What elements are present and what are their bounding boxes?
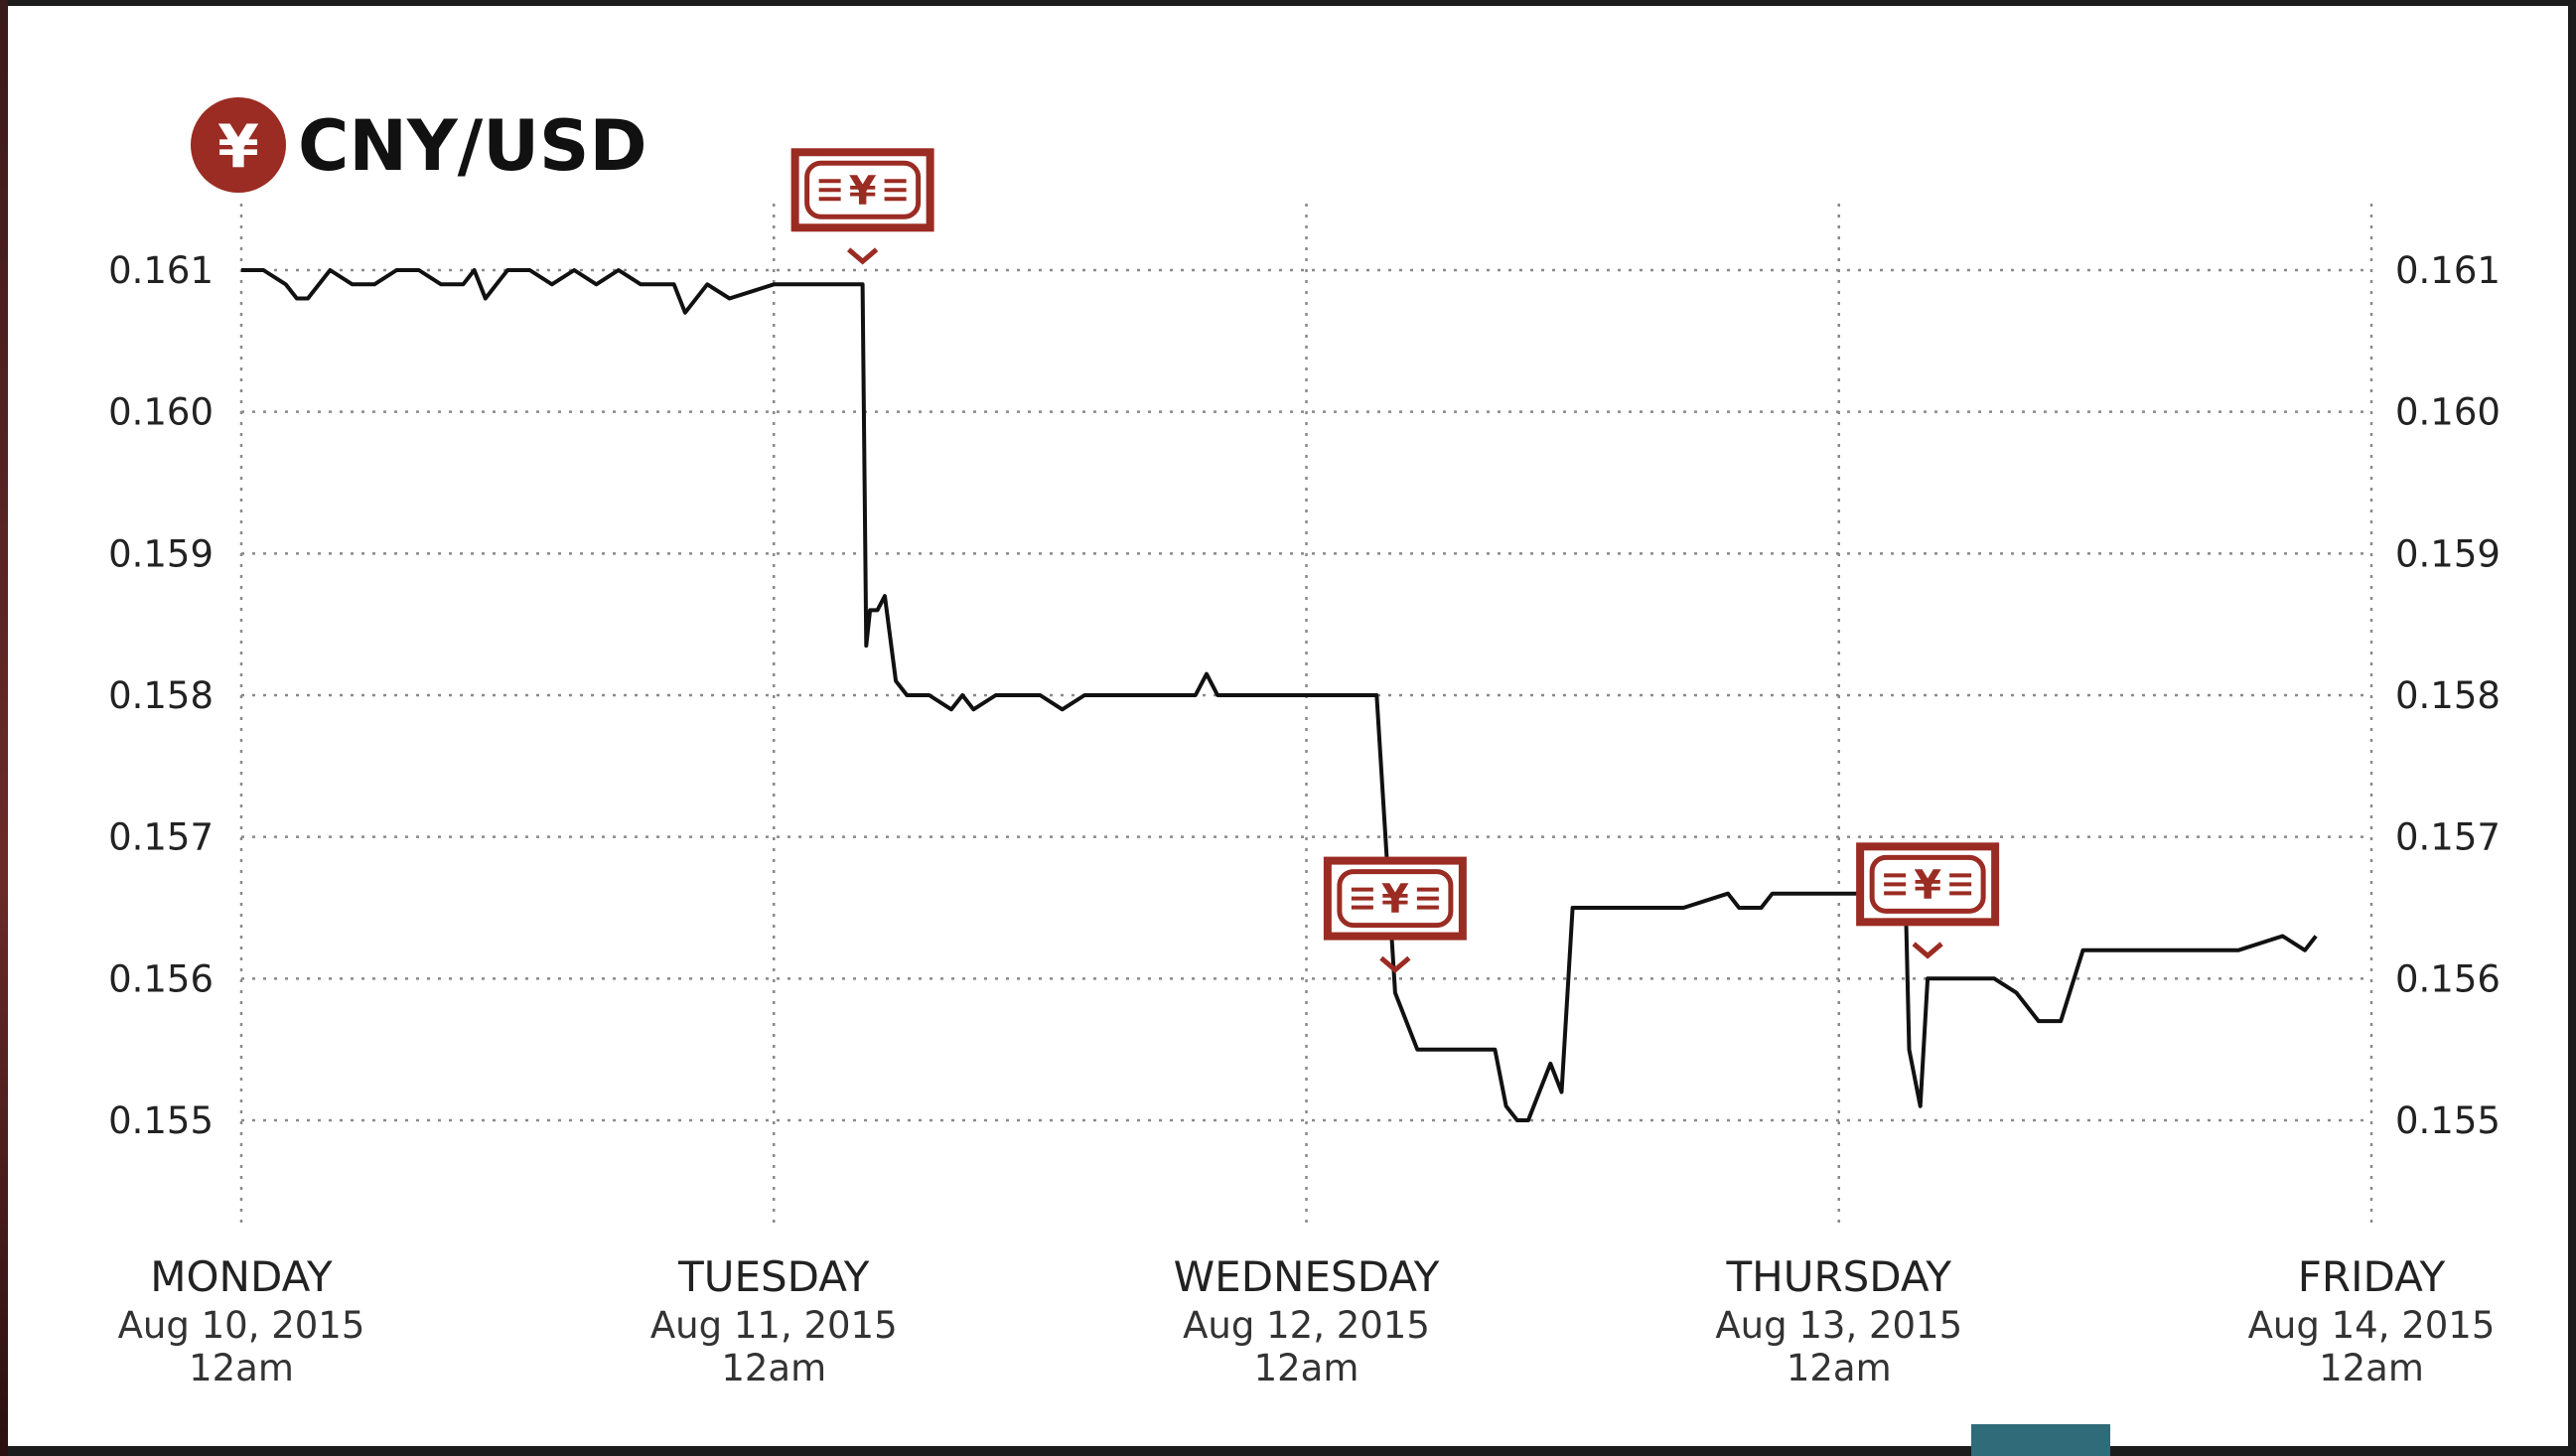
- y-tick-label-left: 0.159: [108, 532, 214, 575]
- y-tick-label-left: 0.158: [108, 674, 214, 717]
- y-tick-label-right: 0.156: [2395, 957, 2501, 1000]
- banknote-icon: [1324, 857, 1467, 970]
- x-tick-day-label: FRIDAY: [2298, 1252, 2446, 1301]
- y-tick-label-left: 0.161: [108, 249, 214, 292]
- x-tick-date-label: Aug 11, 2015: [650, 1304, 898, 1347]
- x-tick-time-label: 12am: [2319, 1347, 2424, 1389]
- y-tick-label-right: 0.155: [2395, 1099, 2501, 1142]
- y-tick-label-left: 0.157: [108, 816, 214, 859]
- y-tick-label-left: 0.160: [108, 391, 214, 434]
- y-tick-label-left: 0.156: [108, 957, 214, 1000]
- y-tick-label-right: 0.160: [2395, 391, 2501, 434]
- yen-icon: ¥: [191, 97, 286, 193]
- banknote-icon: [791, 148, 934, 261]
- x-tick-day-label: THURSDAY: [1725, 1252, 1951, 1301]
- y-axis-right: 0.161 0.160 0.159 0.158 0.157 0.156 0.155: [2395, 249, 2501, 1142]
- y-tick-label-right: 0.157: [2395, 816, 2501, 859]
- y-axis-left: 0.161 0.160 0.159 0.158 0.157 0.156 0.155: [108, 249, 214, 1142]
- x-tick-time-label: 12am: [1787, 1347, 1892, 1389]
- left-edge-strip: [0, 0, 8, 1456]
- series-group: [241, 268, 2318, 1122]
- svg-text:¥: ¥: [217, 112, 259, 182]
- x-tick-day-label: MONDAY: [150, 1252, 333, 1301]
- x-gridlines: [239, 204, 2373, 1227]
- y-tick-label-right: 0.159: [2395, 532, 2501, 575]
- chart-title-text: CNY/USD: [298, 105, 647, 187]
- x-tick-date-label: Aug 12, 2015: [1183, 1304, 1430, 1347]
- y-tick-label-left: 0.155: [108, 1099, 214, 1142]
- banknote-icon: [1856, 842, 1999, 955]
- chart-title: ¥ CNY/USD: [191, 97, 647, 193]
- y-tick-label-right: 0.158: [2395, 674, 2501, 717]
- x-tick-date-label: Aug 10, 2015: [118, 1304, 365, 1347]
- video-overlay-badge: [1971, 1424, 2110, 1456]
- chart-panel: [8, 6, 2568, 1446]
- x-tick-time-label: 12am: [721, 1347, 826, 1389]
- x-tick-time-label: 12am: [1254, 1347, 1360, 1389]
- x-tick-day-label: TUESDAY: [677, 1252, 870, 1301]
- x-tick-date-label: Aug 13, 2015: [1715, 1304, 1962, 1347]
- y-tick-label-right: 0.161: [2395, 249, 2501, 292]
- x-tick-time-label: 12am: [189, 1347, 294, 1389]
- x-tick-day-label: WEDNESDAY: [1174, 1252, 1440, 1301]
- series-line: [241, 268, 2318, 1122]
- annotations: [791, 148, 2000, 969]
- x-tick-date-label: Aug 14, 2015: [2248, 1304, 2496, 1347]
